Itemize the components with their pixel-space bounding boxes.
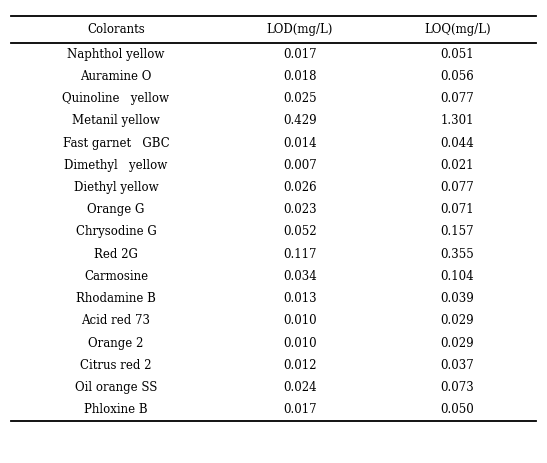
Text: 0.012: 0.012 [283,359,317,372]
Text: 0.044: 0.044 [440,137,474,150]
Text: Quinoline   yellow: Quinoline yellow [62,92,170,105]
Text: 0.104: 0.104 [440,270,474,283]
Text: Orange G: Orange G [88,203,144,216]
Text: 0.010: 0.010 [283,314,317,327]
Text: 0.018: 0.018 [283,70,317,83]
Text: 0.029: 0.029 [440,337,474,350]
Text: 0.026: 0.026 [283,181,317,194]
Text: Naphthol yellow: Naphthol yellow [67,48,165,61]
Text: Dimethyl   yellow: Dimethyl yellow [65,159,167,172]
Text: 0.077: 0.077 [440,92,474,105]
Text: 0.023: 0.023 [283,203,317,216]
Text: 0.056: 0.056 [440,70,474,83]
Text: 0.077: 0.077 [440,181,474,194]
Text: Red 2G: Red 2G [94,248,138,261]
Text: Metanil yellow: Metanil yellow [72,114,160,127]
Text: 0.039: 0.039 [440,292,474,305]
Text: 0.014: 0.014 [283,137,317,150]
Text: Carmosine: Carmosine [84,270,148,283]
Text: Orange 2: Orange 2 [88,337,144,350]
Text: Oil orange SS: Oil orange SS [75,381,157,394]
Text: 0.429: 0.429 [283,114,317,127]
Text: 0.355: 0.355 [440,248,474,261]
Text: Phloxine B: Phloxine B [84,403,148,416]
Text: Auramine O: Auramine O [80,70,152,83]
Text: 0.034: 0.034 [283,270,317,283]
Text: Acid red 73: Acid red 73 [82,314,150,327]
Text: 0.050: 0.050 [440,403,474,416]
Text: 0.024: 0.024 [283,381,317,394]
Text: 0.007: 0.007 [283,159,317,172]
Text: 0.157: 0.157 [440,225,474,238]
Text: 0.071: 0.071 [440,203,474,216]
Text: 0.017: 0.017 [283,403,317,416]
Text: 0.037: 0.037 [440,359,474,372]
Text: Fast garnet   GBC: Fast garnet GBC [62,137,170,150]
Text: 1.301: 1.301 [440,114,474,127]
Text: Rhodamine B: Rhodamine B [76,292,156,305]
Text: 0.052: 0.052 [283,225,317,238]
Text: 0.021: 0.021 [440,159,474,172]
Text: 0.025: 0.025 [283,92,317,105]
Text: 0.017: 0.017 [283,48,317,61]
Text: 0.029: 0.029 [440,314,474,327]
Text: 0.073: 0.073 [440,381,474,394]
Text: Colorants: Colorants [87,23,145,36]
Text: 0.051: 0.051 [440,48,474,61]
Text: 0.010: 0.010 [283,337,317,350]
Text: Diethyl yellow: Diethyl yellow [74,181,158,194]
Text: LOD(mg/L): LOD(mg/L) [266,23,333,36]
Text: 0.117: 0.117 [283,248,317,261]
Text: Chrysodine G: Chrysodine G [75,225,156,238]
Text: 0.013: 0.013 [283,292,317,305]
Text: Citrus red 2: Citrus red 2 [80,359,152,372]
Text: LOQ(mg/L): LOQ(mg/L) [424,23,491,36]
